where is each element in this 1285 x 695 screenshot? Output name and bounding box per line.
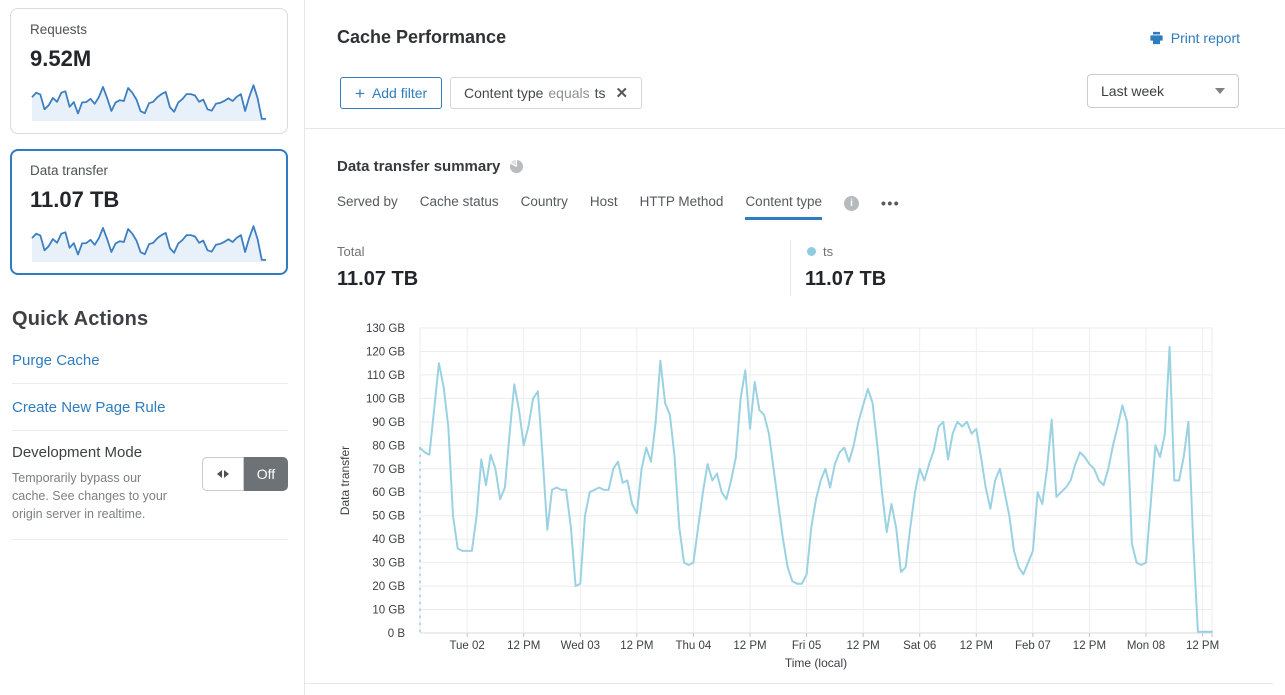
divider xyxy=(305,128,1285,129)
svg-text:12 PM: 12 PM xyxy=(507,640,540,652)
svg-text:Thu 04: Thu 04 xyxy=(676,640,712,652)
tab-http-method[interactable]: HTTP Method xyxy=(639,194,724,209)
metric-card-requests[interactable]: Requests 9.52M xyxy=(10,8,288,134)
svg-text:12 PM: 12 PM xyxy=(620,640,653,652)
svg-text:12 PM: 12 PM xyxy=(733,640,766,652)
time-range-select[interactable]: Last week xyxy=(1087,74,1239,108)
svg-text:70 GB: 70 GB xyxy=(372,464,405,476)
svg-text:12 PM: 12 PM xyxy=(1186,640,1219,652)
divider xyxy=(790,240,791,296)
print-report-link[interactable]: Print report xyxy=(1149,30,1240,46)
svg-text:0 B: 0 B xyxy=(388,628,406,640)
svg-text:Wed 03: Wed 03 xyxy=(561,640,600,652)
development-mode-label: Development Mode xyxy=(12,444,143,461)
total-value: 11.07 TB xyxy=(337,268,419,290)
svg-text:30 GB: 30 GB xyxy=(372,558,405,570)
chevron-down-icon xyxy=(1215,88,1225,94)
svg-text:Tue 02: Tue 02 xyxy=(449,640,484,652)
svg-text:80 GB: 80 GB xyxy=(372,440,405,452)
metric-card-data-transfer[interactable]: Data transfer 11.07 TB xyxy=(10,149,288,275)
main-panel: Cache Performance Print report + Add fil… xyxy=(305,0,1285,695)
data-transfer-chart: 0 B 10 GB 20 GB 30 GB 40 GB 50 GB 60 GB 70 GB 80… xyxy=(335,315,1220,677)
filter-operator: equals xyxy=(548,85,590,101)
sidebar: Requests 9.52M Data transfer 11.07 TB Qu… xyxy=(0,0,305,695)
svg-text:110 GB: 110 GB xyxy=(367,370,405,382)
plus-icon: + xyxy=(355,83,365,103)
divider xyxy=(305,683,1273,684)
printer-icon xyxy=(1150,31,1163,45)
toggle-arrows-icon xyxy=(202,457,244,491)
metric-label: Requests xyxy=(30,22,88,37)
more-options-button[interactable]: ••• xyxy=(881,195,901,211)
svg-text:12 PM: 12 PM xyxy=(847,640,880,652)
add-filter-label: Add filter xyxy=(371,85,428,101)
svg-text:12 PM: 12 PM xyxy=(1073,640,1106,652)
development-mode-block: Development Mode Temporarily bypass our … xyxy=(12,431,288,541)
svg-text:60 GB: 60 GB xyxy=(372,487,405,499)
pie-chart-icon xyxy=(510,159,524,174)
legend-series-label: ts xyxy=(823,244,834,259)
tab-served-by[interactable]: Served by xyxy=(337,194,398,209)
svg-text:12 PM: 12 PM xyxy=(960,640,993,652)
filter-chip[interactable]: Content type equals ts ✕ xyxy=(450,77,643,109)
requests-sparkline-chart xyxy=(31,84,266,121)
svg-text:Time (local): Time (local) xyxy=(785,656,847,670)
filter-value: ts xyxy=(594,85,606,101)
svg-text:Sat 06: Sat 06 xyxy=(903,640,936,652)
filter-field: Content type xyxy=(464,85,544,101)
svg-text:90 GB: 90 GB xyxy=(372,417,405,429)
tab-country[interactable]: Country xyxy=(520,194,568,209)
tab-host[interactable]: Host xyxy=(589,194,618,209)
dimension-tabs: Served by Cache status Country Host HTTP… xyxy=(337,194,900,220)
series-dot-icon xyxy=(807,247,816,256)
total-label: Total xyxy=(337,244,365,259)
svg-text:Mon 08: Mon 08 xyxy=(1127,640,1165,652)
close-icon[interactable]: ✕ xyxy=(615,85,629,102)
svg-text:120 GB: 120 GB xyxy=(366,346,405,358)
toggle-state-label: Off xyxy=(244,457,288,491)
legend-series-value: 11.07 TB xyxy=(805,268,887,290)
page-title: Cache Performance xyxy=(337,27,507,47)
svg-text:50 GB: 50 GB xyxy=(372,511,405,523)
metric-label: Data transfer xyxy=(30,163,109,178)
svg-text:100 GB: 100 GB xyxy=(366,393,405,405)
svg-text:130 GB: 130 GB xyxy=(366,323,405,335)
metric-value: 11.07 TB xyxy=(30,187,120,212)
line-chart-svg: 0 B 10 GB 20 GB 30 GB 40 GB 50 GB 60 GB 70 GB 80… xyxy=(338,323,1219,670)
svg-text:Feb 07: Feb 07 xyxy=(1015,640,1051,652)
development-mode-toggle[interactable]: Off xyxy=(202,457,288,491)
purge-cache-link[interactable]: Purge Cache xyxy=(12,337,288,384)
print-report-label: Print report xyxy=(1170,30,1240,46)
add-filter-button[interactable]: + Add filter xyxy=(340,77,443,109)
svg-text:10 GB: 10 GB xyxy=(372,605,405,617)
metric-value: 9.52M xyxy=(30,46,92,71)
section-title: Data transfer summary xyxy=(337,158,501,175)
development-mode-description: Temporarily bypass our cache. See change… xyxy=(12,471,167,522)
tab-content-type[interactable]: Content type xyxy=(745,194,822,220)
tab-cache-status[interactable]: Cache status xyxy=(419,194,499,209)
legend-entry-ts[interactable]: ts xyxy=(807,244,833,259)
svg-text:Fri 05: Fri 05 xyxy=(792,640,821,652)
info-icon[interactable]: i xyxy=(844,195,859,211)
svg-text:Data transfer: Data transfer xyxy=(338,446,352,515)
svg-text:40 GB: 40 GB xyxy=(372,534,405,546)
svg-text:20 GB: 20 GB xyxy=(372,581,405,593)
time-range-value: Last week xyxy=(1101,83,1165,99)
data-transfer-sparkline-chart xyxy=(31,225,266,262)
quick-actions-title: Quick Actions xyxy=(12,308,149,330)
create-page-rule-link[interactable]: Create New Page Rule xyxy=(12,384,288,431)
